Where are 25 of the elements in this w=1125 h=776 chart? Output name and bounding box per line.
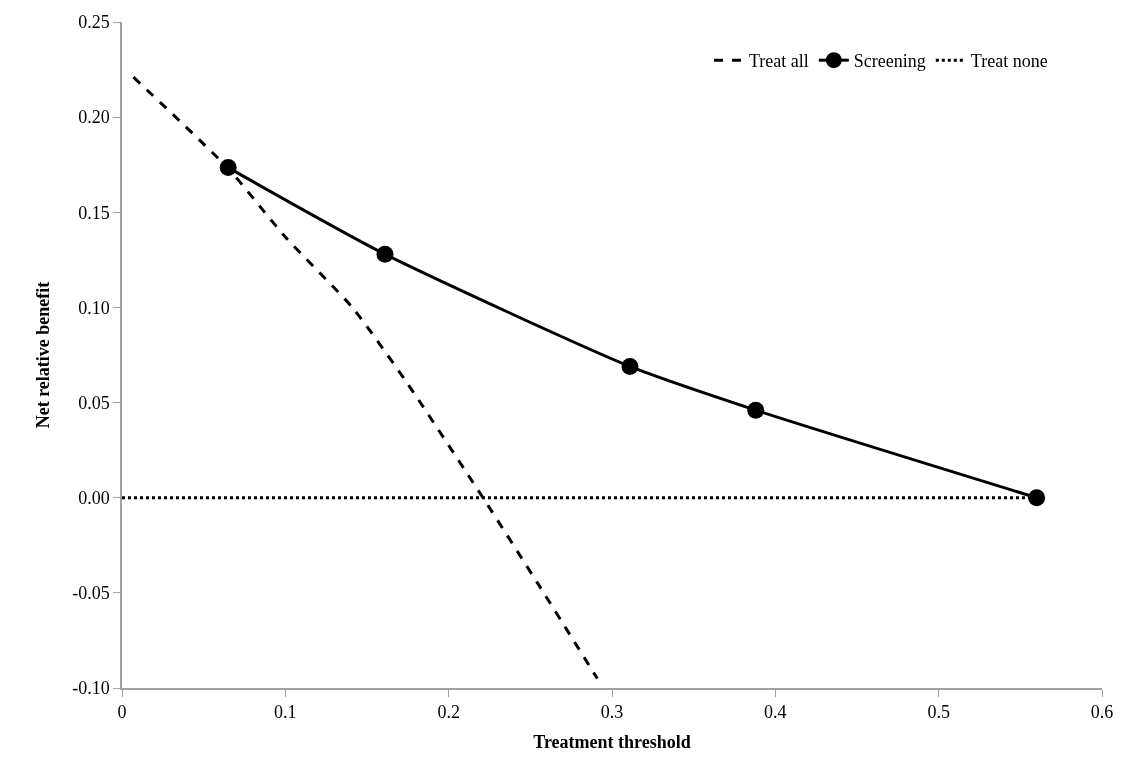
y-tick-label: 0.05 bbox=[78, 392, 110, 413]
x-tick-label: 0.5 bbox=[927, 702, 950, 723]
y-tick-label: -0.10 bbox=[72, 678, 110, 699]
point bbox=[1028, 489, 1046, 507]
point bbox=[219, 159, 237, 177]
x-tick-label: 0.2 bbox=[437, 702, 460, 723]
x-tick-label: 0.6 bbox=[1090, 702, 1114, 723]
point bbox=[747, 401, 765, 419]
x-tick-label: 0.1 bbox=[274, 702, 297, 723]
legend-label: Treat all bbox=[749, 51, 809, 72]
x-tick-label: 0.3 bbox=[600, 702, 624, 723]
y-tick-label: 0.10 bbox=[78, 297, 110, 318]
y-tick-label: 0.15 bbox=[78, 202, 110, 223]
legend-label: Screening bbox=[853, 51, 926, 72]
x-tick-label: 0.4 bbox=[764, 702, 787, 723]
point bbox=[376, 245, 394, 263]
legend-label: Treat none bbox=[970, 51, 1048, 72]
y-tick-label: -0.05 bbox=[72, 583, 110, 604]
y-tick-label: 0.25 bbox=[78, 12, 110, 33]
y-axis-title: Net relative benefit bbox=[32, 281, 53, 429]
x-axis-title: Treatment threshold bbox=[533, 731, 691, 752]
y-tick-label: 0.00 bbox=[78, 488, 110, 509]
y-tick-label: 0.20 bbox=[78, 107, 110, 128]
x-tick-label: 0 bbox=[117, 702, 127, 723]
point bbox=[621, 357, 639, 375]
